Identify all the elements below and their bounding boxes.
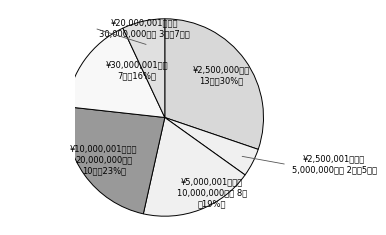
Text: ¥5,000,001以上～
10,000,000未満 8件
（19%）: ¥5,000,001以上～ 10,000,000未満 8件 （19%） (177, 177, 247, 208)
Text: ¥20,000,001以上～
30,000,000未満 3件（7％）: ¥20,000,001以上～ 30,000,000未満 3件（7％） (99, 18, 190, 38)
Text: ¥2,500,000未満
13件（30%）: ¥2,500,000未満 13件（30%） (193, 65, 250, 85)
Wedge shape (123, 19, 165, 118)
Wedge shape (165, 118, 258, 175)
Wedge shape (165, 19, 264, 149)
Text: ¥30,000,001以上
7件（16%）: ¥30,000,001以上 7件（16%） (105, 60, 168, 81)
Wedge shape (143, 118, 245, 216)
Text: ¥10,000,001以上～
20,000,000未満
10件（23%）: ¥10,000,001以上～ 20,000,000未満 10件（23%） (70, 144, 137, 175)
Wedge shape (66, 107, 165, 214)
Text: ¥2,500,001以上～
5,000,000未満 2件（5％）: ¥2,500,001以上～ 5,000,000未満 2件（5％） (292, 154, 377, 175)
Wedge shape (67, 28, 165, 118)
